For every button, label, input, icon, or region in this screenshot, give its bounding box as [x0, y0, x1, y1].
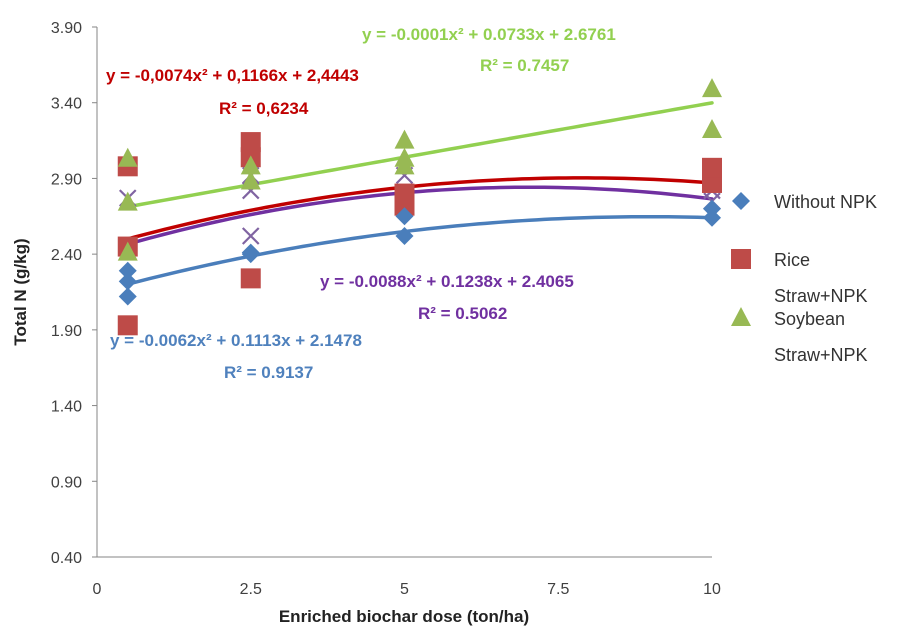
legend-marker	[732, 192, 750, 210]
trendline	[126, 176, 714, 241]
legend-label: Rice	[774, 250, 810, 270]
y-tick-labels: 0.40 0.90 1.40 1.90 2.40 2.90 3.40 3.90	[51, 20, 97, 567]
r2-soybean-text: R² = 0.7457	[480, 56, 569, 75]
x-tick-labels: 0 2.5 5 7.5 10	[93, 581, 721, 598]
x-tick-label: 5	[400, 581, 409, 598]
data-point	[395, 226, 414, 245]
equation-soybean: y = -0.0001x² + 0.0733x + 2.6761 R² = 0.…	[362, 25, 616, 75]
data-point	[240, 155, 261, 175]
y-tick-label: 3.40	[51, 96, 82, 113]
data-point	[702, 157, 722, 178]
data-point	[702, 172, 722, 193]
data-point	[118, 272, 137, 291]
equation-purple: y = -0.0088x² + 0.1238x + 2.4065 R² = 0.…	[320, 272, 574, 323]
legend-label: Straw+NPK	[774, 345, 868, 365]
r2-rice-text: R² = 0,6234	[219, 99, 309, 118]
y-axis-title: Total N (g/kg)	[11, 238, 30, 345]
y-tick-label: 1.90	[51, 323, 82, 340]
equation-without-npk-text: y = -0.0062x² + 0.1113x + 2.1478	[110, 331, 362, 350]
data-point	[117, 241, 138, 261]
legend-label: Soybean	[774, 309, 845, 329]
data-points	[117, 78, 722, 336]
data-point	[241, 227, 260, 245]
data-point	[118, 261, 137, 280]
y-tick-label: 2.40	[51, 247, 82, 264]
equation-rice-text: y = -0,0074x² + 0,1166x + 2,4443	[106, 66, 359, 85]
equation-purple-text: y = -0.0088x² + 0.1238x + 2.4065	[320, 272, 574, 291]
y-tick-label: 0.40	[51, 550, 82, 567]
data-point	[702, 118, 722, 138]
data-point	[394, 183, 415, 204]
x-axis-title: Enriched biochar dose (ton/ha)	[279, 607, 529, 626]
data-point	[117, 315, 138, 336]
data-point	[240, 268, 261, 289]
x-tick-label: 7.5	[547, 581, 569, 598]
data-point	[117, 147, 138, 167]
equation-soybean-text: y = -0.0001x² + 0.0733x + 2.6761	[362, 25, 616, 44]
x-tick-label: 0	[93, 581, 102, 598]
legend-label: Straw+NPK	[774, 286, 868, 306]
data-point	[394, 129, 415, 149]
data-point	[240, 132, 261, 153]
axes	[96, 27, 712, 558]
trendline	[126, 185, 714, 246]
y-tick-label: 3.90	[51, 20, 82, 37]
trendline	[126, 101, 714, 209]
data-point	[395, 207, 414, 226]
trendline	[126, 214, 714, 286]
data-point	[702, 78, 722, 98]
equation-rice: y = -0,0074x² + 0,1166x + 2,4443 R² = 0,…	[106, 66, 359, 118]
data-point	[117, 191, 138, 211]
x-tick-label: 2.5	[240, 581, 262, 598]
y-tick-label: 1.40	[51, 399, 82, 416]
legend-marker	[731, 307, 751, 326]
data-point	[703, 208, 721, 227]
legend: Without NPK Rice Straw+NPK Soybean Straw+NPK	[731, 192, 877, 365]
r2-purple-text: R² = 0.5062	[418, 304, 507, 323]
data-point	[241, 243, 260, 262]
legend-marker	[731, 249, 751, 269]
y-tick-label: 0.90	[51, 474, 82, 491]
data-point	[118, 287, 137, 306]
equation-without-npk: y = -0.0062x² + 0.1113x + 2.1478 R² = 0.…	[110, 331, 362, 382]
r2-without-npk-text: R² = 0.9137	[224, 363, 313, 382]
x-tick-label: 10	[703, 581, 721, 598]
y-tick-label: 2.90	[51, 171, 82, 188]
data-point	[703, 199, 721, 218]
data-point	[240, 170, 261, 190]
trendlines	[126, 101, 714, 286]
legend-label: Without NPK	[774, 192, 877, 212]
data-point	[394, 147, 415, 167]
